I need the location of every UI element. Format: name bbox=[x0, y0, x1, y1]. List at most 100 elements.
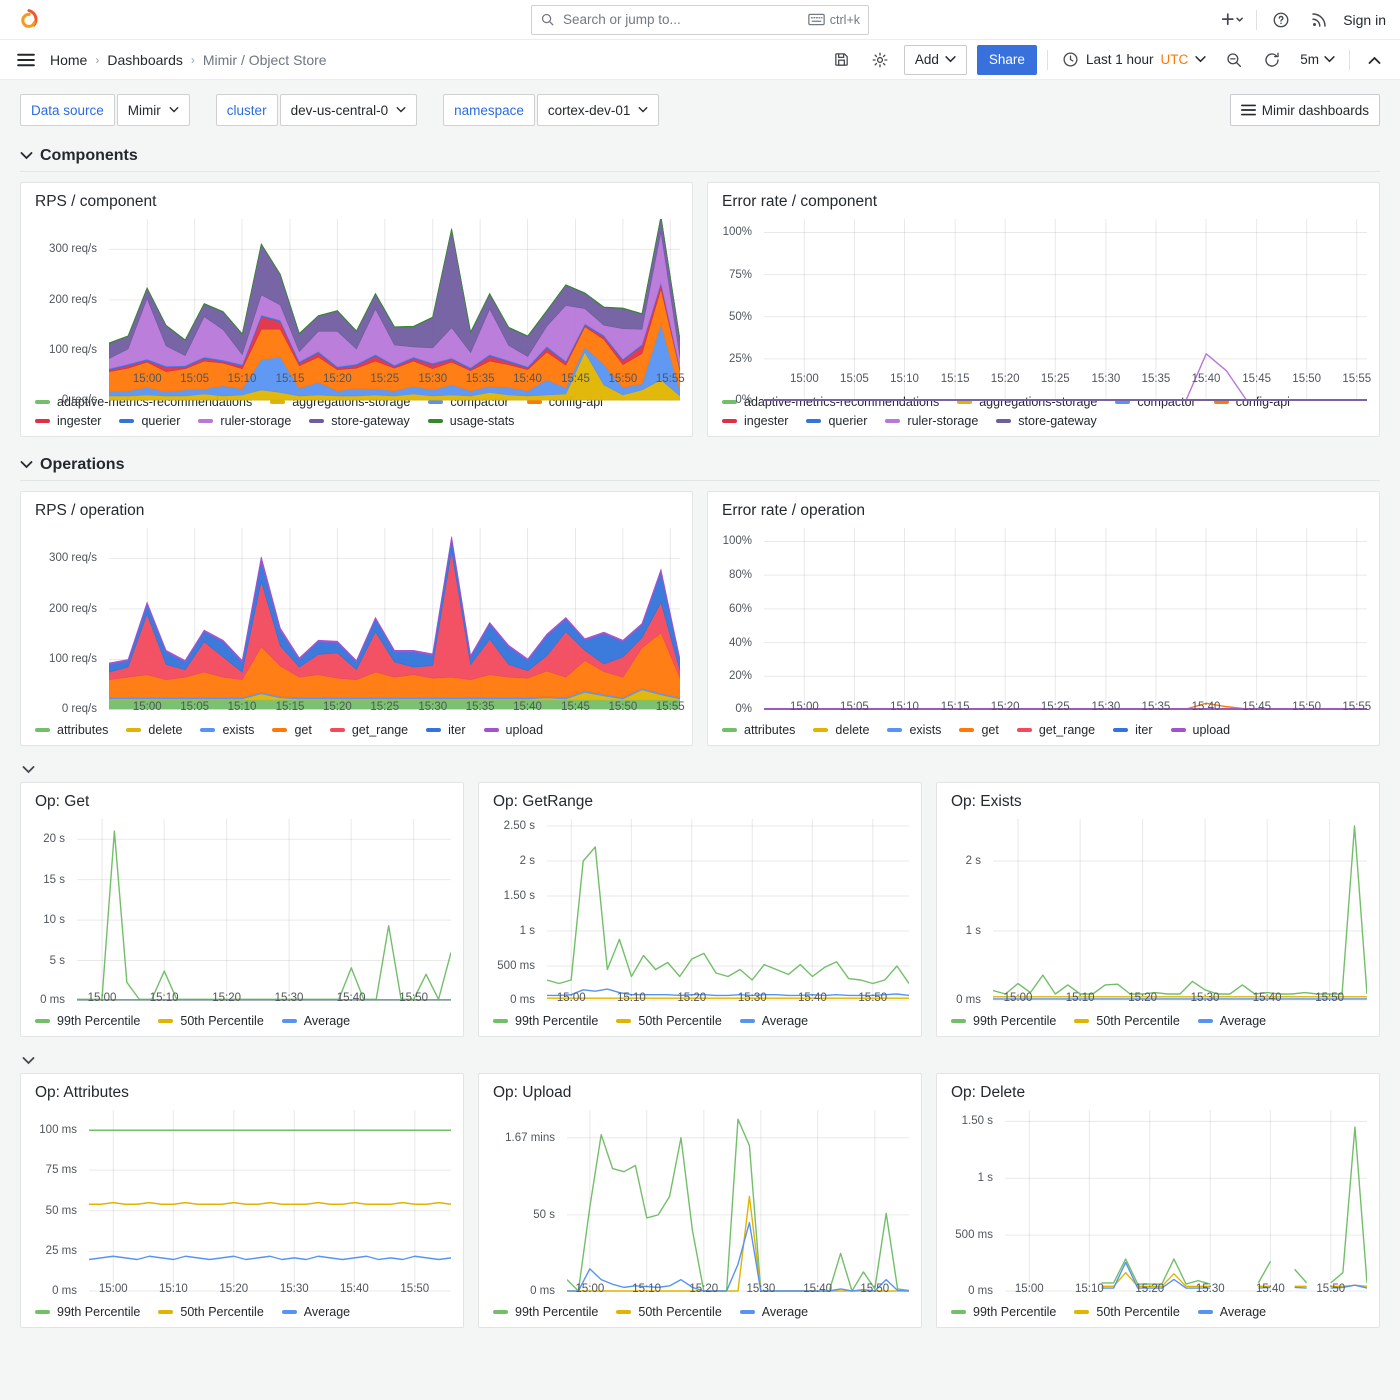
legend-item[interactable]: Average bbox=[1197, 1305, 1266, 1319]
panel-title[interactable]: Op: Attributes bbox=[35, 1084, 129, 1101]
mega-menu-button[interactable] bbox=[12, 46, 40, 74]
legend-item[interactable]: Average bbox=[739, 1305, 808, 1319]
legend-item[interactable]: querier bbox=[119, 414, 180, 428]
chart-plot[interactable] bbox=[109, 528, 680, 710]
time-range-picker[interactable]: Last 1 hour UTC bbox=[1058, 51, 1210, 68]
legend-item[interactable]: get_range bbox=[1016, 723, 1095, 737]
help-button[interactable] bbox=[1267, 6, 1295, 34]
row-toggle-components[interactable]: Components bbox=[20, 140, 1380, 172]
x-tick-label: 15:40 bbox=[1252, 992, 1282, 1004]
legend-item[interactable]: upload bbox=[483, 723, 543, 737]
legend-item[interactable]: aggregations-storage bbox=[957, 395, 1097, 409]
legend-item[interactable]: Average bbox=[739, 1014, 808, 1028]
panel-title[interactable]: Op: Upload bbox=[493, 1084, 572, 1101]
legend-item[interactable]: Average bbox=[281, 1305, 350, 1319]
legend-item[interactable]: exists bbox=[887, 723, 941, 737]
legend-item[interactable]: 50th Percentile bbox=[158, 1014, 264, 1028]
datasource-label[interactable]: Data source bbox=[20, 94, 115, 126]
legend-swatch bbox=[616, 1019, 632, 1023]
legend-item[interactable]: ingester bbox=[35, 414, 101, 428]
legend-item[interactable]: store-gateway bbox=[309, 414, 410, 428]
legend-item[interactable]: 50th Percentile bbox=[1074, 1305, 1180, 1319]
collapsed-row-toggle-1[interactable] bbox=[20, 758, 1380, 782]
chart-plot[interactable] bbox=[567, 1110, 909, 1292]
legend-item[interactable]: 50th Percentile bbox=[158, 1305, 264, 1319]
panel-title[interactable]: Op: Delete bbox=[951, 1084, 1026, 1101]
chart-plot[interactable] bbox=[89, 1110, 451, 1292]
legend-item[interactable]: 99th Percentile bbox=[951, 1014, 1056, 1028]
panel-title[interactable]: RPS / component bbox=[35, 193, 157, 210]
collapsed-row-toggle-2[interactable] bbox=[20, 1049, 1380, 1073]
x-tick-label: 15:20 bbox=[323, 701, 352, 713]
legend-item[interactable]: attributes bbox=[722, 723, 795, 737]
breadcrumb-dashboards[interactable]: Dashboards bbox=[107, 51, 183, 68]
legend-item[interactable]: 99th Percentile bbox=[493, 1305, 598, 1319]
panel-title[interactable]: Op: GetRange bbox=[493, 793, 593, 810]
panel-title[interactable]: Error rate / component bbox=[722, 193, 878, 210]
legend-item[interactable]: upload bbox=[1170, 723, 1230, 737]
panel-rps-operation: RPS / operation 0 req/s 100 req/s 200 req/… bbox=[20, 491, 693, 746]
row-toggle-operations[interactable]: Operations bbox=[20, 449, 1380, 481]
refresh-button[interactable] bbox=[1258, 46, 1286, 74]
panel-title[interactable]: Error rate / operation bbox=[722, 502, 866, 519]
chart-plot[interactable] bbox=[77, 819, 451, 1001]
legend-item[interactable]: 99th Percentile bbox=[35, 1014, 140, 1028]
legend-item[interactable]: ruler-storage bbox=[198, 414, 291, 428]
news-button[interactable] bbox=[1305, 6, 1333, 34]
legend-item[interactable]: iter bbox=[426, 723, 466, 737]
namespace-value-dropdown[interactable]: cortex-dev-01 bbox=[536, 94, 660, 126]
legend-item[interactable]: querier bbox=[806, 414, 867, 428]
legend-item[interactable]: adaptive-metrics-recommendations bbox=[722, 395, 939, 409]
add-button[interactable]: Add bbox=[903, 44, 967, 75]
legend-item[interactable]: delete bbox=[813, 723, 869, 737]
legend-item[interactable]: attributes bbox=[35, 723, 108, 737]
sign-in-button[interactable]: Sign in bbox=[1343, 11, 1386, 28]
mimir-dashboards-button[interactable]: Mimir dashboards bbox=[1229, 94, 1380, 126]
dashboard-settings-button[interactable] bbox=[866, 46, 894, 74]
zoom-out-button[interactable] bbox=[1220, 46, 1248, 74]
legend-item[interactable]: ingester bbox=[722, 414, 788, 428]
refresh-interval-picker[interactable]: 5m bbox=[1296, 52, 1339, 67]
save-dashboard-button[interactable] bbox=[828, 46, 856, 74]
chart-plot[interactable] bbox=[547, 819, 909, 1001]
legend-item[interactable]: store-gateway bbox=[996, 414, 1097, 428]
legend-item[interactable]: 50th Percentile bbox=[1074, 1014, 1180, 1028]
legend-item[interactable]: 50th Percentile bbox=[616, 1305, 722, 1319]
legend-item[interactable]: iter bbox=[1113, 723, 1153, 737]
chart-plot[interactable] bbox=[993, 819, 1367, 1001]
cluster-value-dropdown[interactable]: dev-us-central-0 bbox=[279, 94, 418, 126]
cluster-label[interactable]: cluster bbox=[215, 94, 278, 126]
legend-item[interactable]: Average bbox=[281, 1014, 350, 1028]
legend-item[interactable]: 99th Percentile bbox=[951, 1305, 1056, 1319]
breadcrumb-home[interactable]: Home bbox=[50, 51, 88, 68]
chart-plot[interactable] bbox=[764, 528, 1367, 710]
chart-plot[interactable] bbox=[109, 219, 680, 401]
legend-item[interactable]: config-api bbox=[1213, 395, 1290, 409]
legend-item[interactable]: delete bbox=[126, 723, 182, 737]
legend-item[interactable]: ruler-storage bbox=[885, 414, 978, 428]
namespace-label[interactable]: namespace bbox=[443, 94, 535, 126]
legend-item[interactable]: 99th Percentile bbox=[493, 1014, 598, 1028]
panel-title[interactable]: RPS / operation bbox=[35, 502, 145, 519]
x-tick-label: 15:40 bbox=[1255, 1283, 1285, 1295]
new-menu-button[interactable] bbox=[1218, 6, 1246, 34]
grafana-logo[interactable] bbox=[14, 5, 44, 35]
legend-item[interactable]: exists bbox=[200, 723, 254, 737]
legend-item[interactable]: get bbox=[272, 723, 312, 737]
legend-item[interactable]: get_range bbox=[329, 723, 408, 737]
legend-item[interactable]: compactor bbox=[1115, 395, 1196, 409]
x-axis: 15:00 15:10 15:20 15:30 15:40 15:50 bbox=[1005, 1278, 1367, 1298]
legend-item[interactable]: usage-stats bbox=[427, 414, 514, 428]
panel-title[interactable]: Op: Exists bbox=[951, 793, 1022, 810]
chart-plot[interactable] bbox=[764, 219, 1367, 401]
panel-title[interactable]: Op: Get bbox=[35, 793, 90, 810]
collapse-toolbar-button[interactable] bbox=[1360, 46, 1388, 74]
search-input[interactable]: Search or jump to... ctrl+k bbox=[531, 4, 869, 35]
datasource-value-dropdown[interactable]: Mimir bbox=[116, 94, 190, 126]
legend-item[interactable]: get bbox=[959, 723, 999, 737]
chart-plot[interactable] bbox=[1005, 1110, 1367, 1292]
legend-item[interactable]: Average bbox=[1197, 1014, 1266, 1028]
share-button[interactable]: Share bbox=[976, 44, 1037, 75]
legend-item[interactable]: 50th Percentile bbox=[616, 1014, 722, 1028]
legend-item[interactable]: 99th Percentile bbox=[35, 1305, 140, 1319]
